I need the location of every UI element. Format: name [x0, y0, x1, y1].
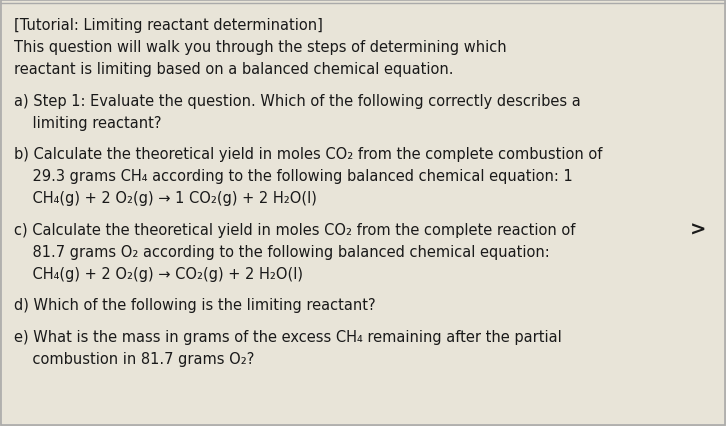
Text: limiting reactant?: limiting reactant?: [15, 115, 162, 131]
Text: reactant is limiting based on a balanced chemical equation.: reactant is limiting based on a balanced…: [15, 62, 454, 77]
Text: b) Calculate the theoretical yield in moles CO₂ from the complete combustion of: b) Calculate the theoretical yield in mo…: [15, 147, 603, 162]
Text: a) Step 1: Evaluate the question. Which of the following correctly describes a: a) Step 1: Evaluate the question. Which …: [15, 94, 581, 109]
Text: 81.7 grams O₂ according to the following balanced chemical equation:: 81.7 grams O₂ according to the following…: [15, 245, 550, 259]
Text: [Tutorial: Limiting reactant determination]: [Tutorial: Limiting reactant determinati…: [15, 18, 323, 33]
Text: e) What is the mass in grams of the excess CH₄ remaining after the partial: e) What is the mass in grams of the exce…: [15, 329, 562, 344]
Text: combustion in 81.7 grams O₂?: combustion in 81.7 grams O₂?: [15, 351, 255, 366]
Text: This question will walk you through the steps of determining which: This question will walk you through the …: [15, 40, 507, 55]
Text: 29.3 grams CH₄ according to the following balanced chemical equation: 1: 29.3 grams CH₄ according to the followin…: [15, 169, 573, 184]
Text: CH₄(g) + 2 O₂(g) → CO₂(g) + 2 H₂O(l): CH₄(g) + 2 O₂(g) → CO₂(g) + 2 H₂O(l): [15, 266, 303, 281]
Text: >: >: [690, 220, 706, 239]
Text: c) Calculate the theoretical yield in moles CO₂ from the complete reaction of: c) Calculate the theoretical yield in mo…: [15, 222, 576, 237]
Text: d) Which of the following is the limiting reactant?: d) Which of the following is the limitin…: [15, 298, 376, 313]
Text: CH₄(g) + 2 O₂(g) → 1 CO₂(g) + 2 H₂O(l): CH₄(g) + 2 O₂(g) → 1 CO₂(g) + 2 H₂O(l): [15, 191, 317, 206]
